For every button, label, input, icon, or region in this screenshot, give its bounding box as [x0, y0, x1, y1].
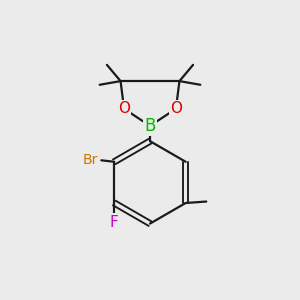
Text: F: F: [110, 214, 119, 230]
Text: O: O: [118, 101, 130, 116]
Text: Br: Br: [82, 153, 98, 167]
Text: O: O: [170, 101, 182, 116]
Text: B: B: [144, 117, 156, 135]
